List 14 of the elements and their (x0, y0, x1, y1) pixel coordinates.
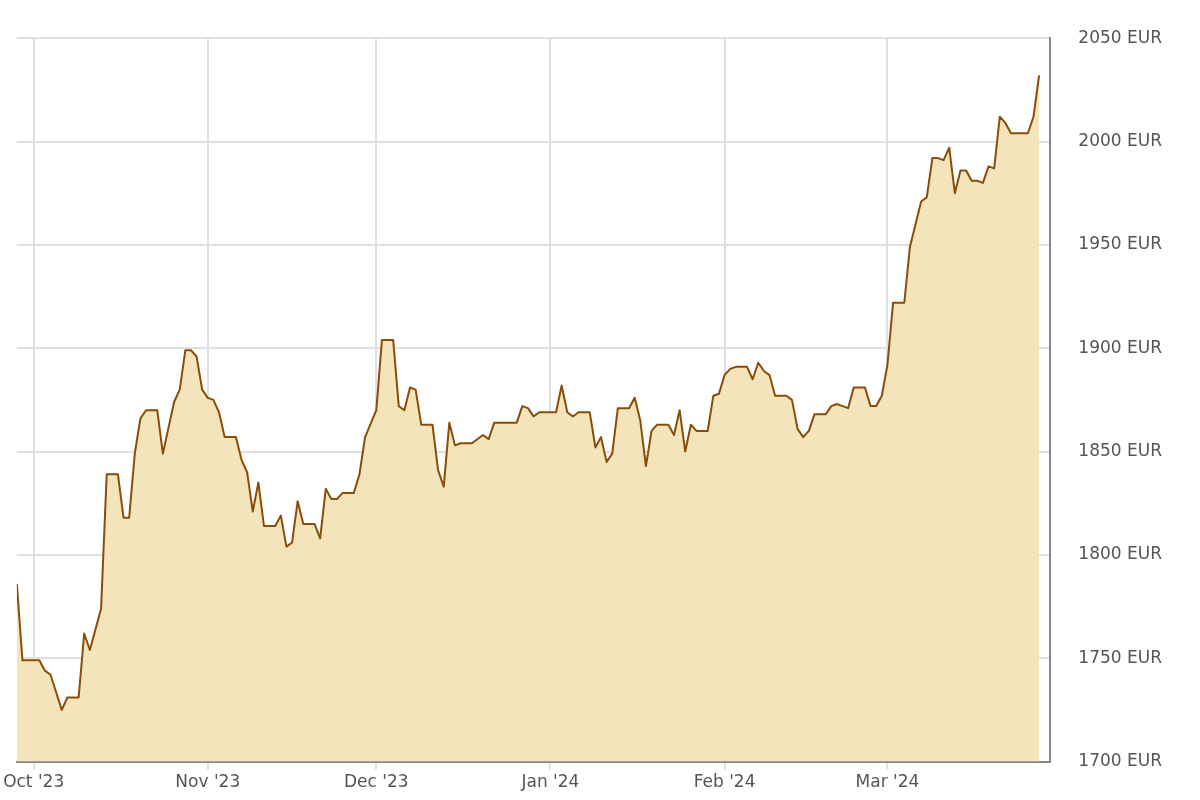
y-tick-label: 2050 EUR (1078, 26, 1163, 47)
y-tick-label: 1950 EUR (1078, 233, 1163, 254)
y-tick-label: 2000 EUR (1078, 129, 1163, 150)
x-tick-label: Jan '24 (520, 771, 580, 792)
y-tick-label: 1800 EUR (1078, 543, 1163, 564)
x-tick-label: Nov '23 (175, 771, 241, 792)
x-tick-label: Mar '24 (855, 771, 920, 792)
x-tick-label: Oct '23 (3, 771, 65, 792)
y-tick-label: 1750 EUR (1078, 646, 1163, 667)
x-tick-label: Dec '23 (344, 771, 409, 792)
y-tick-label: 1850 EUR (1078, 439, 1163, 460)
x-tick-label: Feb '24 (693, 771, 756, 792)
y-tick-label: 1700 EUR (1078, 750, 1163, 771)
y-tick-label: 1900 EUR (1078, 336, 1163, 357)
